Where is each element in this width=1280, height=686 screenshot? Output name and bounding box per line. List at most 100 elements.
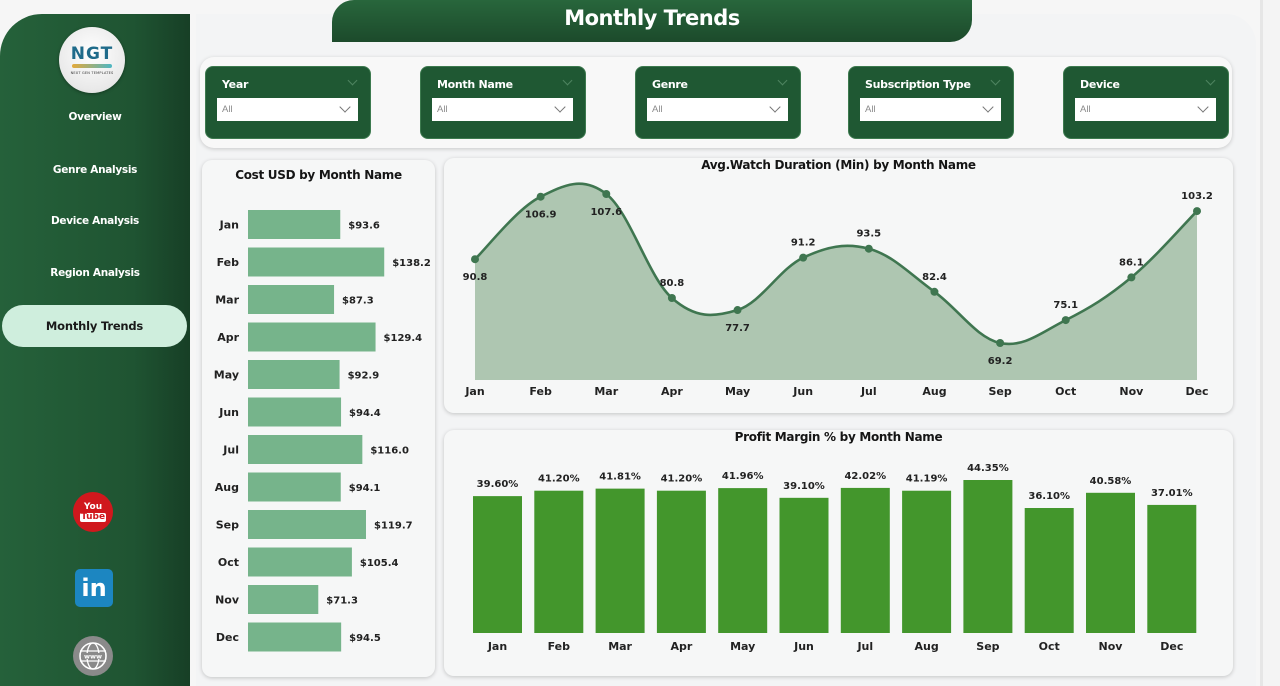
watch-x-tick-label: Sep bbox=[988, 385, 1011, 398]
watch-x-tick-label: May bbox=[725, 385, 750, 398]
profit-x-tick-label: Jan bbox=[487, 640, 507, 653]
filter-device-value: All bbox=[1080, 104, 1091, 115]
cost-data-label: $94.1 bbox=[349, 483, 381, 494]
profit-bar bbox=[656, 490, 706, 633]
profit-bar bbox=[595, 488, 645, 633]
filter-subscription-type-dropdown[interactable]: All bbox=[860, 98, 1001, 121]
cost-bar bbox=[248, 360, 340, 389]
watch-data-label: 91.2 bbox=[791, 238, 816, 249]
globe-icon: www bbox=[79, 642, 107, 670]
youtube-you-text: You bbox=[83, 501, 103, 512]
filter-subscription-type-value: All bbox=[865, 104, 876, 115]
profit-x-tick-label: Jun bbox=[793, 640, 814, 653]
watch-x-tick-label: Mar bbox=[594, 385, 618, 398]
filter-month-name-dropdown[interactable]: All bbox=[432, 98, 573, 121]
youtube-icon[interactable]: You Tube bbox=[73, 492, 113, 532]
filter-device-dropdown[interactable]: All bbox=[1075, 98, 1216, 121]
cost-data-label: $92.9 bbox=[348, 371, 380, 382]
filter-year-dropdown[interactable]: All bbox=[217, 98, 358, 121]
profit-bar bbox=[1086, 492, 1135, 633]
profit-data-label: 41.20% bbox=[538, 474, 580, 485]
filter-device-label: Device bbox=[1080, 78, 1120, 91]
chevron-down-icon bbox=[990, 75, 1001, 86]
profit-x-tick-label: Dec bbox=[1160, 640, 1183, 653]
watch-x-tick-label: Jun bbox=[792, 385, 813, 398]
watch-x-tick-label: Apr bbox=[661, 385, 683, 398]
cost-bar bbox=[248, 510, 366, 539]
chevron-down-icon bbox=[982, 101, 994, 113]
profit-x-tick-label: Nov bbox=[1099, 640, 1124, 653]
logo-text: NGT bbox=[70, 44, 114, 64]
cost-bar bbox=[248, 472, 341, 502]
watch-duration-chart-title: Avg.Watch Duration (Min) by Month Name bbox=[701, 158, 976, 172]
cost-category-label: May bbox=[214, 369, 239, 382]
linkedin-text: in bbox=[81, 574, 107, 602]
cost-category-label: Jul bbox=[222, 444, 239, 457]
sidebar: NGT NEXT GEN TEMPLATES Overview Genre An… bbox=[0, 14, 190, 686]
chevron-down-icon bbox=[347, 75, 358, 86]
cost-category-label: Jun bbox=[218, 406, 239, 419]
cost-category-label: Apr bbox=[217, 331, 239, 344]
profit-x-tick-label: Mar bbox=[608, 640, 632, 653]
watch-x-tick-label: Jul bbox=[860, 385, 877, 398]
nav-item-device-analysis[interactable]: Device Analysis bbox=[50, 215, 139, 227]
page-scrollbar[interactable] bbox=[1260, 0, 1280, 686]
profit-data-label: 39.60% bbox=[477, 479, 519, 490]
profit-bar bbox=[718, 488, 768, 633]
nav-item-genre-analysis[interactable]: Genre Analysis bbox=[52, 164, 138, 176]
profit-x-tick-label: Apr bbox=[670, 640, 692, 653]
globe-www-icon[interactable]: www bbox=[73, 636, 113, 676]
nav-item-monthly-trends[interactable]: Monthly Trends bbox=[2, 305, 187, 347]
watch-data-label: 69.2 bbox=[988, 356, 1013, 367]
watch-data-point bbox=[1193, 207, 1201, 216]
cost-bar bbox=[248, 585, 319, 614]
cost-category-label: Aug bbox=[215, 481, 239, 494]
profit-margin-chart-title: Profit Margin % by Month Name bbox=[734, 430, 943, 444]
cost-category-label: Mar bbox=[215, 294, 239, 307]
cost-data-label: $119.7 bbox=[374, 521, 413, 532]
filter-year-value: All bbox=[222, 104, 233, 115]
profit-bar bbox=[779, 497, 829, 633]
profit-data-label: 42.02% bbox=[844, 471, 886, 482]
chevron-down-icon bbox=[554, 101, 566, 113]
profit-bar bbox=[1147, 504, 1197, 633]
company-logo: NGT NEXT GEN TEMPLATES bbox=[59, 27, 125, 93]
watch-x-tick-label: Feb bbox=[529, 385, 552, 398]
cost-data-label: $94.4 bbox=[349, 408, 381, 419]
profit-data-label: 40.58% bbox=[1090, 476, 1132, 487]
watch-x-tick-label: Aug bbox=[922, 385, 946, 398]
cost-bar bbox=[248, 622, 342, 652]
filter-genre-label: Genre bbox=[652, 78, 688, 91]
profit-bar bbox=[902, 490, 952, 633]
watch-data-point bbox=[996, 339, 1005, 347]
logo-subtext: NEXT GEN TEMPLATES bbox=[70, 71, 114, 75]
cost-category-label: Feb bbox=[217, 256, 240, 269]
cost-category-label: Sep bbox=[216, 519, 239, 532]
chevron-down-icon bbox=[769, 101, 781, 113]
filter-subscription-type: Subscription Type All bbox=[848, 66, 1014, 139]
filter-device: Device All bbox=[1063, 66, 1229, 139]
cost-category-label: Jan bbox=[219, 219, 239, 232]
nav-item-overview[interactable]: Overview bbox=[68, 111, 122, 123]
filter-genre-value: All bbox=[652, 104, 663, 115]
profit-bar bbox=[840, 487, 890, 633]
linkedin-icon[interactable]: in bbox=[75, 569, 113, 607]
profit-x-tick-label: Aug bbox=[914, 640, 938, 653]
cost-data-label: $105.4 bbox=[360, 558, 399, 569]
cost-data-label: $94.5 bbox=[349, 633, 381, 644]
chevron-down-icon bbox=[562, 75, 573, 86]
nav-item-region-analysis[interactable]: Region Analysis bbox=[50, 267, 140, 279]
watch-data-point bbox=[799, 253, 808, 262]
filter-month-name-label: Month Name bbox=[437, 78, 513, 91]
profit-x-tick-label: Oct bbox=[1039, 640, 1060, 653]
profit-bar bbox=[534, 490, 584, 633]
profit-bar bbox=[1024, 508, 1074, 633]
cost-bar bbox=[248, 210, 341, 239]
filter-year-label: Year bbox=[222, 78, 249, 91]
cost-data-label: $93.6 bbox=[348, 221, 380, 232]
watch-duration-chart-card: Avg.Watch Duration (Min) by Month Name 9… bbox=[444, 158, 1233, 413]
cost-category-label: Dec bbox=[216, 631, 239, 644]
filter-genre-dropdown[interactable]: All bbox=[647, 98, 788, 121]
watch-data-point bbox=[864, 244, 873, 253]
logo-swoosh-icon bbox=[72, 64, 112, 68]
